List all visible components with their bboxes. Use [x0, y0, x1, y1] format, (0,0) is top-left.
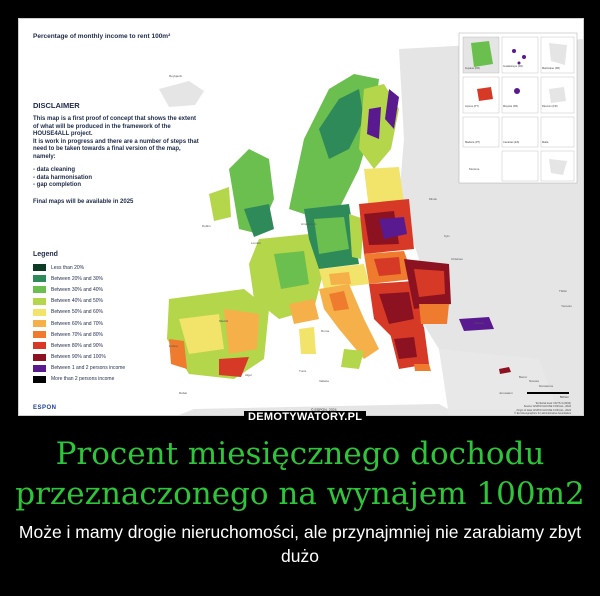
disclaimer-text: This map is a first proof of concept tha…: [33, 116, 253, 161]
legend-item: Between 80% and 90%: [33, 340, 125, 351]
legend-swatch: [33, 342, 46, 350]
inset-label: Guadeloupe (FR): [503, 65, 524, 68]
legend-item: Between 1 and 2 persons income: [33, 363, 125, 374]
city-label: Ankara: [474, 321, 484, 325]
inset-label: Mayotte (FR): [503, 105, 519, 108]
legend-item: Between 40% and 50%: [33, 296, 125, 307]
disclaimer-line: of what will be produced in the framewor…: [33, 123, 171, 130]
disclaimer-block: DISCLAIMER This map is a first proof of …: [33, 101, 253, 205]
disclaimer-line: HOUSE4ALL project.: [33, 131, 93, 137]
legend-label: Between 50% and 60%: [51, 309, 103, 316]
legend-swatch: [33, 375, 46, 383]
scale-bar: [527, 392, 569, 394]
legend-swatch: [33, 264, 46, 272]
disclaimer-item: - data cleaning: [33, 167, 76, 173]
credit-line: Territorial level: NUTS 3 (2016): [535, 402, 571, 405]
final-note: Final maps will be available in 2025: [33, 198, 134, 205]
city-label: Minsk: [429, 197, 437, 201]
legend-item: Between 20% and 30%: [33, 273, 125, 284]
legend-label: Between 70% and 80%: [51, 331, 103, 338]
city-label: Damascus: [539, 384, 554, 388]
legend-item: More than 2 persons income: [33, 374, 125, 385]
legend-swatch: [33, 297, 46, 305]
legend-swatch: [33, 308, 46, 316]
legend-label: Between 90% and 100%: [51, 354, 106, 361]
city-label: Kyiv: [444, 234, 450, 238]
disclaimer-line: need to be taken towards a final version…: [33, 146, 181, 152]
legend-item: Between 50% and 60%: [33, 307, 125, 318]
credit-line: Source: ESPON HOUSE FOR ALL, 2024: [523, 405, 571, 409]
city-label: Yerevan: [561, 304, 572, 308]
legend: Legend Less than 20% Between 20% and 30% B…: [33, 251, 125, 385]
europe-map: [19, 19, 583, 415]
legend-swatch: [33, 286, 46, 294]
legend-title: Legend: [33, 251, 58, 258]
inset-label: Madeira (PT): [465, 141, 481, 144]
legend-rows: Less than 20% Between 20% and 30% Between …: [33, 262, 125, 385]
legend-item: Less than 20%: [33, 262, 125, 273]
disclaimer-line: This map is a first proof of concept tha…: [33, 116, 197, 122]
espon-logo: ESPON: [33, 405, 57, 411]
watermark: DEMOTYWATORY.PL: [244, 411, 367, 423]
legend-label: Between 60% and 70%: [51, 320, 103, 327]
inset-label: Guyane (FR): [465, 67, 480, 70]
city-label: Nicosia: [529, 379, 539, 383]
legend-swatch: [33, 320, 46, 328]
legend-swatch: [33, 331, 46, 339]
copyright: © ESPON, 2024: [311, 408, 337, 412]
city-label: Dublin: [202, 224, 211, 228]
city-label: Reykjavík: [169, 74, 183, 78]
city-label: Chisinau: [451, 257, 463, 261]
inset-label: Malta: [542, 141, 549, 144]
city-label: Moskva: [469, 167, 480, 171]
city-label: Tbilisi: [559, 289, 567, 293]
legend-label: Between 80% and 90%: [51, 342, 103, 349]
disclaimer-line: namely:: [33, 153, 56, 160]
city-label: Roma: [321, 329, 330, 333]
city-label: Tunis: [299, 369, 307, 373]
city-label: Rabat: [179, 391, 188, 395]
legend-label: Between 1 and 2 persons income: [51, 365, 126, 372]
legend-item: Between 30% and 40%: [33, 284, 125, 295]
headline: Procent miesięcznego dochodu przeznaczon…: [15, 436, 585, 512]
legend-label: Between 20% and 30%: [51, 275, 103, 282]
map-title: Percentage of monthly income to rent 100…: [33, 33, 171, 40]
city-label: Alger: [245, 373, 253, 377]
legend-swatch: [33, 364, 46, 372]
disclaimer-item: - data harmonisation: [33, 174, 93, 181]
city-label: Valletta: [319, 379, 329, 383]
city-label: Lisboa: [169, 344, 178, 348]
legend-label: More than 2 persons income: [51, 376, 115, 383]
inset-label: Canarias (ES): [503, 141, 520, 144]
scale-label: 500 km: [559, 395, 569, 399]
legend-swatch: [33, 353, 46, 361]
city-label: Jerusalem: [499, 391, 513, 395]
legend-item: Between 60% and 70%: [33, 318, 125, 329]
inset-label: Martinique (FR): [542, 67, 561, 70]
inset-label: Açores (PT): [465, 105, 479, 108]
legend-label: Between 40% and 50%: [51, 298, 103, 305]
map-frame: Percentage of monthly income to rent 100…: [18, 18, 584, 416]
legend-swatch: [33, 275, 46, 283]
map-credits: Territorial level: NUTS 3 (2016) Source:…: [481, 402, 571, 416]
city-label: Beirut: [519, 375, 527, 379]
legend-item: Between 90% and 100%: [33, 352, 125, 363]
city-label: London: [251, 241, 262, 245]
disclaimer-list: - data cleaning - data harmonisation - g…: [33, 167, 253, 190]
disclaimer-item: - gap completion: [33, 182, 81, 188]
disclaimer-heading: DISCLAIMER: [33, 101, 80, 110]
credit-line: © EuroGeographics for administrative bou…: [514, 412, 571, 416]
inset-label: Réunion (FR): [542, 105, 558, 108]
disclaimer-line: It is work in progress and there are a n…: [33, 138, 199, 145]
credit-line: Origin of data: ESPON HOUSE FOR ALL, 202…: [516, 408, 571, 412]
legend-item: Between 70% and 80%: [33, 329, 125, 340]
caption: Może i mamy drogie nieruchomości, ale pr…: [18, 522, 582, 566]
city-label: Amsterdam: [301, 222, 317, 226]
city-label: Madrid: [219, 319, 229, 323]
legend-label: Between 30% and 40%: [51, 286, 103, 293]
legend-label: Less than 20%: [51, 264, 85, 271]
